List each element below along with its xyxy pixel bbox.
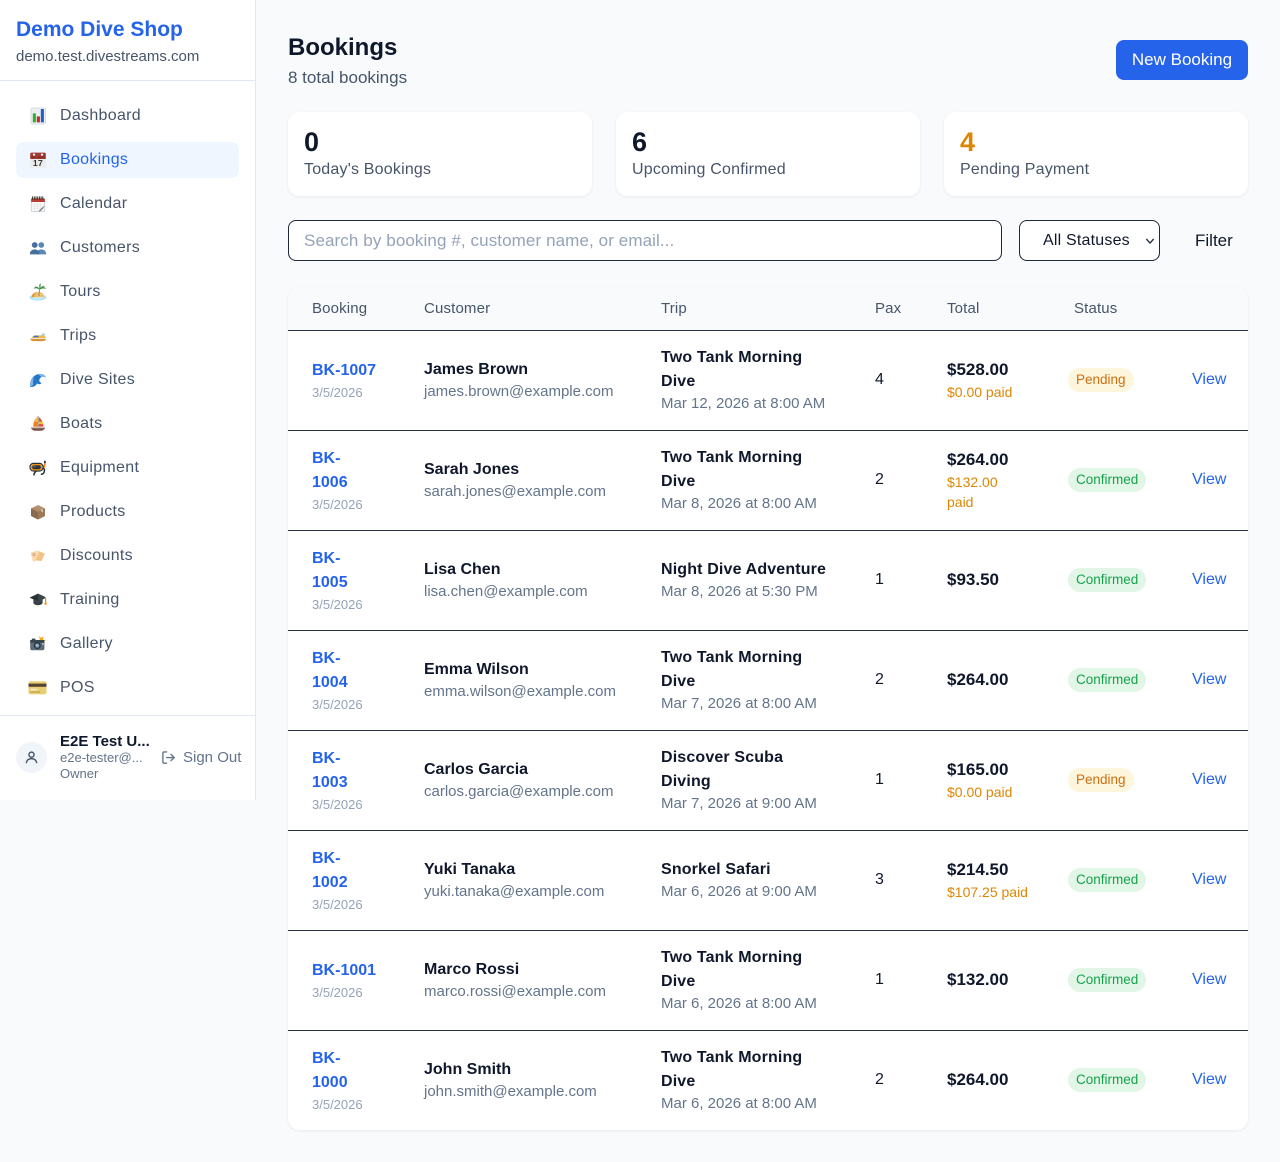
svg-text:17: 17 [32,158,42,168]
